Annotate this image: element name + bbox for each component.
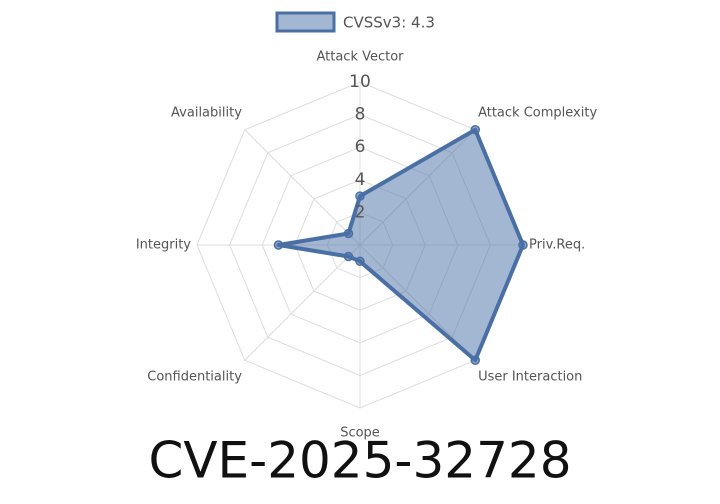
radar-point <box>470 355 481 366</box>
axis-label: Confidentiality <box>147 370 242 385</box>
r-tick-label: 6 <box>355 137 366 157</box>
axis-label: Integrity <box>136 238 191 253</box>
radar-point <box>518 240 528 250</box>
spoke <box>244 129 361 246</box>
radar-point <box>343 228 354 239</box>
radar-point <box>355 256 365 267</box>
axis-label: Availability <box>171 105 242 120</box>
r-tick-label: 4 <box>355 170 366 190</box>
legend-label: CVSSv3: 4.3 <box>343 14 435 32</box>
axis-label: User Interaction <box>478 370 582 385</box>
radar-point <box>343 251 354 262</box>
axis-label: Priv.Req. <box>529 238 585 253</box>
r-tick-label: 10 <box>349 72 371 92</box>
legend-swatch <box>275 11 336 33</box>
radar-point <box>273 240 284 250</box>
radar-point <box>470 124 481 135</box>
axis-label: Attack Complexity <box>478 105 597 120</box>
chart-title: CVE-2025-32728 <box>148 432 571 490</box>
axis-label: Attack Vector <box>316 50 404 65</box>
r-tick-label: 8 <box>355 105 366 125</box>
r-tick-label: 2 <box>355 202 366 222</box>
radar-point <box>355 191 365 201</box>
axis-label: Scope <box>340 426 380 441</box>
spoke <box>244 244 361 361</box>
